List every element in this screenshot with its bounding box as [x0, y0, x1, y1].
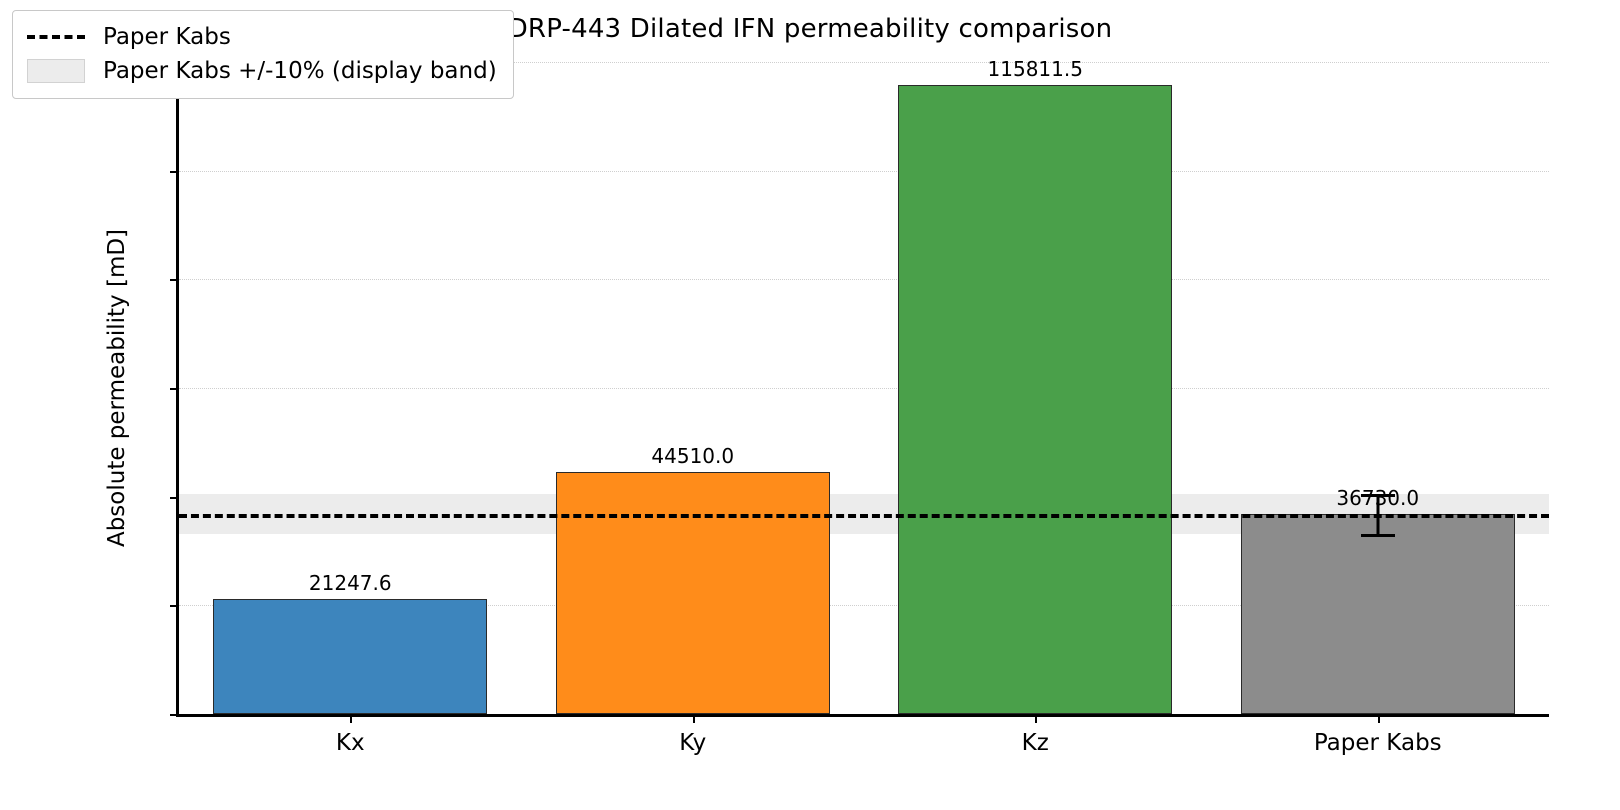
bar-value-label: 115811.5 — [987, 56, 1083, 81]
bar-ky — [555, 472, 830, 714]
page-title: DRP-443 Dilated IFN permeability compari… — [507, 14, 1113, 44]
y-axis-tick — [170, 388, 179, 390]
x-axis-tick — [350, 714, 353, 723]
gridline — [179, 388, 1549, 389]
dashed-line-icon — [25, 25, 87, 49]
x-axis-tick — [1377, 714, 1380, 723]
y-axis-tick — [170, 605, 179, 608]
y-axis-tick — [170, 170, 179, 173]
bar-kx — [213, 598, 488, 714]
legend-item-paper-kabs-band: Paper Kabs +/-10% (display band) — [25, 54, 497, 88]
bar-kz — [898, 84, 1173, 714]
bar-value-label: 44510.0 — [651, 444, 735, 469]
plot-inner: 02000040000600008000010000012000021247.6… — [170, 57, 1549, 756]
filled-patch-icon — [25, 59, 87, 83]
paper-kabs-reference-line — [179, 514, 1549, 519]
y-axis-tick — [170, 279, 179, 282]
gridline — [179, 62, 1549, 63]
y-axis-tick — [170, 496, 179, 499]
y-axis-label: Absolute permeability [mD] — [104, 228, 130, 548]
y-axis-tick — [170, 714, 179, 716]
legend-item-paper-kabs: Paper Kabs — [25, 20, 497, 54]
gridline — [179, 605, 1549, 607]
x-axis-tick-label: Kz — [1021, 730, 1049, 756]
bar-value-label: 21247.6 — [308, 570, 392, 595]
x-axis-tick-label: Ky — [679, 730, 707, 756]
x-axis-tick-label: Kx — [335, 730, 365, 756]
gridline — [179, 170, 1549, 172]
x-axis-tick-label: Paper Kabs — [1313, 730, 1442, 756]
error-bar-cap — [1360, 494, 1395, 498]
x-axis-tick — [692, 714, 695, 723]
plot-area: Absolute permeability [mD] 0200004000060… — [104, 57, 1549, 756]
chart-legend: Paper Kabs Paper Kabs +/-10% (display ba… — [12, 10, 514, 99]
gridline — [179, 279, 1549, 281]
error-bar-cap — [1360, 534, 1395, 538]
x-axis-tick — [1035, 714, 1038, 723]
bar-paper-kabs — [1240, 514, 1515, 714]
legend-label: Paper Kabs — [103, 24, 231, 50]
legend-label: Paper Kabs +/-10% (display band) — [103, 58, 497, 84]
